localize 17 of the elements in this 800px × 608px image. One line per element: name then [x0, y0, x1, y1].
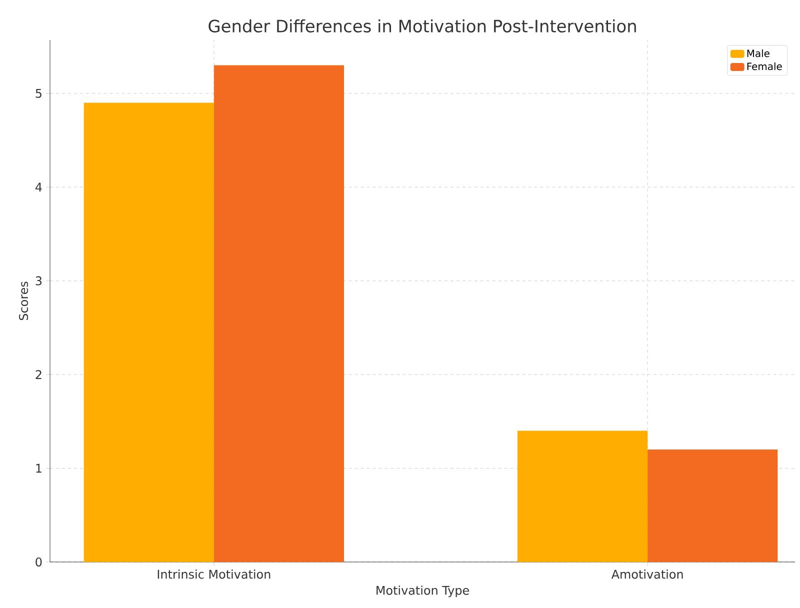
x-tick-label: Amotivation: [611, 570, 683, 579]
y-tick-label: 4: [35, 182, 42, 192]
chart-title: Gender Differences in Motivation Post-Intervention: [208, 19, 636, 32]
bar: [214, 65, 344, 562]
y-tick-label: 5: [36, 88, 42, 98]
x-axis-title: Motivation Type: [376, 586, 470, 598]
bar: [648, 450, 778, 562]
y-axis-title: Scores: [19, 282, 28, 320]
bar: [517, 430, 648, 562]
x-tick-label: Intrinsic Motivation: [158, 570, 270, 579]
legend-label: Male: [747, 49, 770, 58]
y-tick-label: 2: [36, 370, 42, 379]
y-tick-label: 0: [36, 557, 42, 567]
bar: [84, 102, 214, 562]
y-tick-label: 1: [36, 464, 42, 473]
y-tick-label: 3: [36, 276, 42, 286]
legend-label: Female: [747, 62, 782, 70]
